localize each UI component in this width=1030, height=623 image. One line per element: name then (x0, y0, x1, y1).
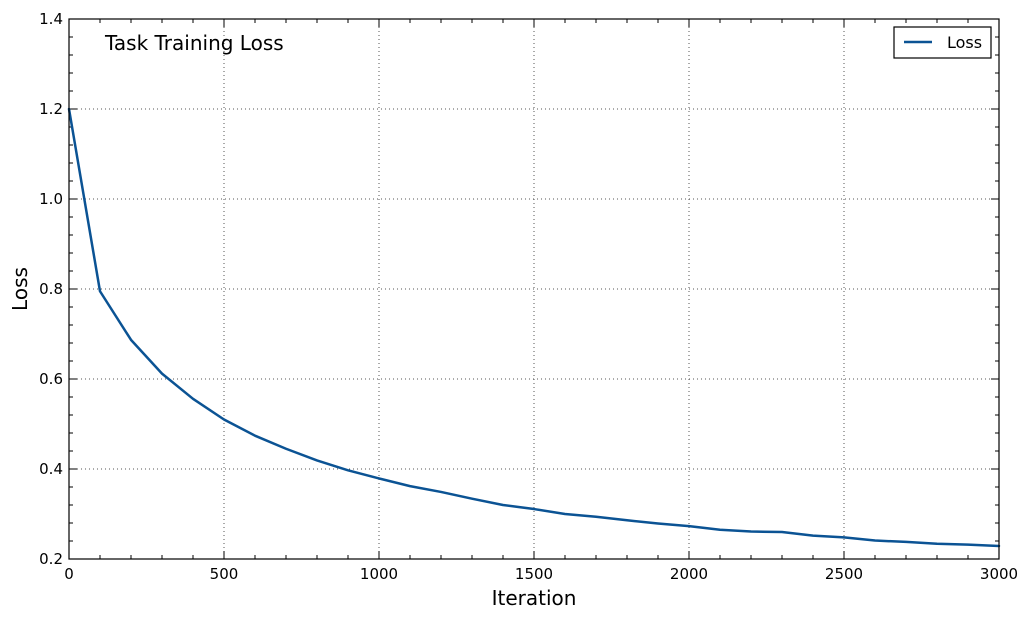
chart-title: Task Training Loss (104, 31, 284, 55)
series-layer (67, 107, 1001, 548)
legend-label-loss: Loss (947, 33, 982, 52)
y-tick-label: 0.6 (39, 370, 63, 388)
plot-frame (68, 18, 1000, 560)
y-tick-label: 1.0 (39, 190, 63, 208)
y-tick-label: 0.2 (39, 550, 63, 568)
major-ticks (68, 18, 1000, 560)
y-axis-label: Loss (8, 267, 32, 311)
x-tick-label: 0 (64, 565, 74, 583)
y-tick-label: 1.2 (39, 100, 63, 118)
x-tick-label: 2000 (670, 565, 708, 583)
y-tick-label: 1.4 (39, 10, 63, 28)
x-axis-label: Iteration (492, 586, 577, 610)
legend: Loss (893, 26, 992, 59)
y-tick-label: 0.4 (39, 460, 63, 478)
series-line-loss (67, 107, 1001, 548)
x-tick-label: 3000 (980, 565, 1018, 583)
y-tick-labels: 0.2 0.4 0.6 0.8 1.0 1.2 1.4 (39, 10, 63, 568)
grid-lines (69, 19, 999, 559)
x-tick-label: 1500 (515, 565, 553, 583)
x-tick-labels: 0 500 1000 1500 2000 2500 3000 (64, 565, 1018, 583)
x-tick-label: 500 (210, 565, 239, 583)
minor-ticks (69, 19, 999, 559)
x-tick-label: 2500 (825, 565, 863, 583)
x-tick-label: 1000 (360, 565, 398, 583)
y-tick-label: 0.8 (39, 280, 63, 298)
